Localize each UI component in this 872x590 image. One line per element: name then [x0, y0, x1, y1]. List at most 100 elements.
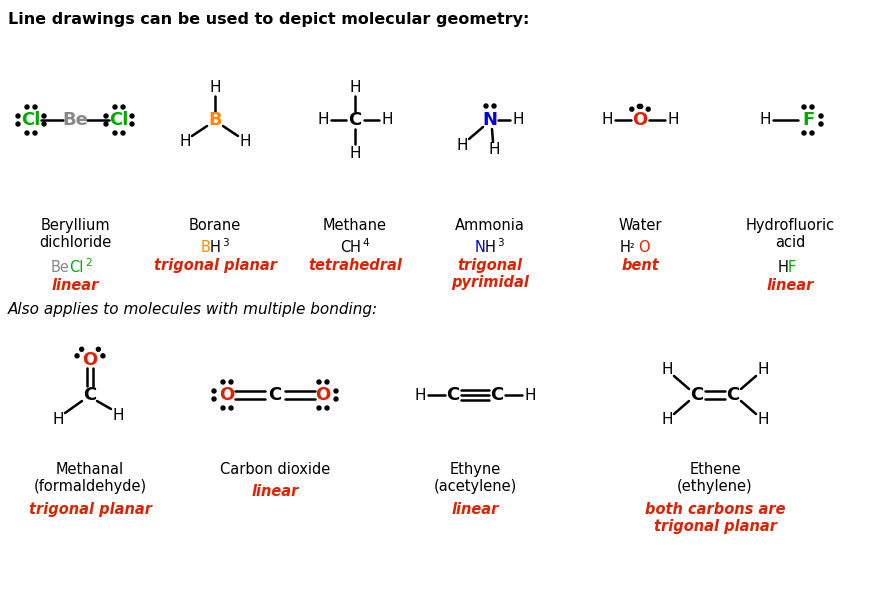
Text: C: C — [726, 386, 739, 404]
Circle shape — [646, 107, 651, 111]
Text: Methane: Methane — [323, 218, 387, 233]
Text: H: H — [350, 146, 361, 160]
Text: B: B — [208, 111, 221, 129]
Circle shape — [25, 105, 29, 109]
Circle shape — [802, 105, 806, 109]
Circle shape — [637, 104, 641, 109]
Text: 3: 3 — [222, 238, 228, 248]
Circle shape — [113, 105, 117, 109]
Text: H: H — [760, 113, 771, 127]
Circle shape — [212, 397, 216, 401]
Text: H: H — [239, 135, 251, 149]
Text: linear: linear — [452, 502, 499, 517]
Circle shape — [802, 131, 806, 135]
Circle shape — [630, 107, 634, 111]
Text: Cl: Cl — [109, 111, 129, 129]
Circle shape — [75, 354, 79, 358]
Circle shape — [819, 114, 823, 118]
Circle shape — [79, 348, 84, 351]
Text: N: N — [482, 111, 498, 129]
Text: Hydrofluoric
acid: Hydrofluoric acid — [746, 218, 835, 250]
Circle shape — [104, 122, 108, 126]
Circle shape — [42, 122, 46, 126]
Circle shape — [229, 380, 233, 384]
Text: C: C — [340, 240, 350, 255]
Text: 2: 2 — [85, 258, 92, 268]
Text: Ethene
(ethylene): Ethene (ethylene) — [678, 462, 753, 494]
Text: Line drawings can be used to depict molecular geometry:: Line drawings can be used to depict mole… — [8, 12, 529, 27]
Text: trigonal planar: trigonal planar — [29, 502, 152, 517]
Circle shape — [113, 131, 117, 135]
Text: linear: linear — [766, 278, 814, 293]
Text: C: C — [269, 386, 282, 404]
Circle shape — [130, 114, 134, 118]
Text: H: H — [112, 408, 124, 422]
Circle shape — [25, 131, 29, 135]
Circle shape — [229, 406, 233, 410]
Text: bent: bent — [621, 258, 659, 273]
Text: H: H — [485, 240, 496, 255]
Text: H: H — [602, 113, 613, 127]
Text: H: H — [350, 240, 361, 255]
Text: H: H — [619, 240, 630, 255]
Text: 4: 4 — [362, 238, 369, 248]
Text: trigonal planar: trigonal planar — [153, 258, 276, 273]
Text: both carbons are
trigonal planar: both carbons are trigonal planar — [644, 502, 786, 535]
Circle shape — [325, 406, 329, 410]
Text: N: N — [474, 240, 485, 255]
Circle shape — [325, 380, 329, 384]
Text: F: F — [802, 111, 814, 129]
Circle shape — [130, 122, 134, 126]
Text: H: H — [52, 412, 64, 428]
Circle shape — [212, 389, 216, 393]
Text: O: O — [220, 386, 235, 404]
Circle shape — [334, 397, 338, 401]
Text: C: C — [446, 386, 460, 404]
Text: Water: Water — [618, 218, 662, 233]
Text: O: O — [638, 240, 650, 255]
Text: H: H — [209, 80, 221, 94]
Text: C: C — [490, 386, 504, 404]
Circle shape — [121, 105, 125, 109]
Text: Borane: Borane — [189, 218, 242, 233]
Circle shape — [317, 380, 321, 384]
Text: O: O — [82, 351, 98, 369]
Text: Cl: Cl — [69, 260, 84, 275]
Text: Methanal
(formaldehyde): Methanal (formaldehyde) — [33, 462, 146, 494]
Text: ₂: ₂ — [630, 240, 635, 250]
Text: Beryllium
dichloride: Beryllium dichloride — [39, 218, 111, 250]
Text: linear: linear — [51, 278, 99, 293]
Circle shape — [42, 114, 46, 118]
Circle shape — [33, 105, 37, 109]
Text: trigonal
pyrimidal: trigonal pyrimidal — [451, 258, 529, 290]
Text: H: H — [661, 362, 673, 378]
Text: H: H — [317, 113, 329, 127]
Text: H: H — [488, 143, 500, 158]
Circle shape — [221, 406, 225, 410]
Text: H: H — [414, 388, 426, 402]
Text: H: H — [180, 135, 191, 149]
Text: H: H — [661, 412, 673, 428]
Text: Be: Be — [62, 111, 88, 129]
Circle shape — [317, 406, 321, 410]
Circle shape — [16, 122, 20, 126]
Text: H: H — [757, 362, 769, 378]
Text: H: H — [381, 113, 392, 127]
Text: B: B — [201, 240, 210, 255]
Text: H: H — [350, 80, 361, 94]
Text: 3: 3 — [497, 238, 504, 248]
Circle shape — [492, 104, 496, 108]
Text: H: H — [777, 260, 788, 275]
Text: H: H — [667, 113, 678, 127]
Text: H: H — [757, 412, 769, 428]
Circle shape — [638, 104, 643, 109]
Circle shape — [819, 122, 823, 126]
Text: Ammonia: Ammonia — [455, 218, 525, 233]
Circle shape — [810, 105, 814, 109]
Text: C: C — [349, 111, 362, 129]
Text: H: H — [524, 388, 535, 402]
Circle shape — [221, 380, 225, 384]
Circle shape — [810, 131, 814, 135]
Text: Be: Be — [50, 260, 69, 275]
Text: H: H — [512, 113, 524, 127]
